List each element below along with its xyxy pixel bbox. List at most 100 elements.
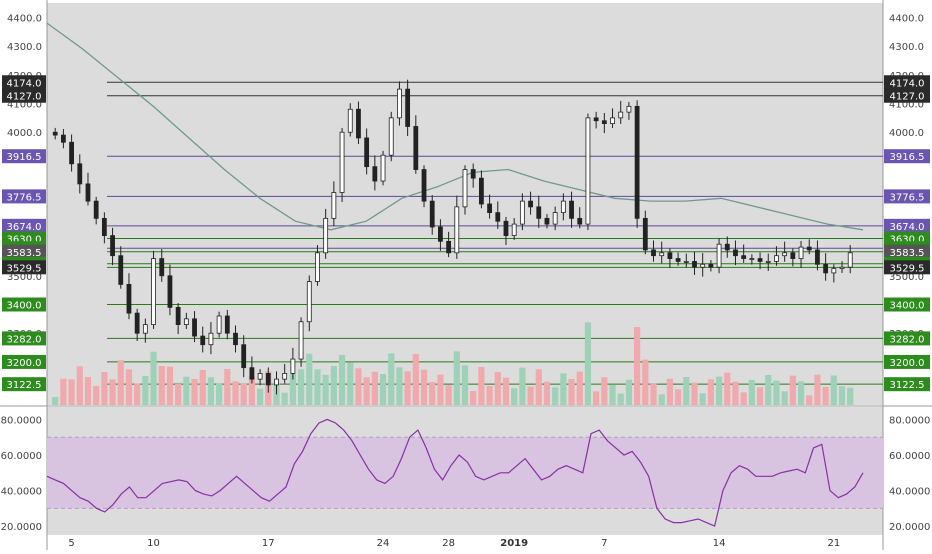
level-badge-right-label: 3916.5	[890, 152, 925, 163]
volume-bar	[519, 367, 526, 405]
candle-body	[175, 306, 181, 326]
volume-bar	[634, 327, 641, 405]
level-badge-left-label: 3200.0	[7, 358, 42, 369]
volume-bar	[429, 382, 436, 405]
candle-body	[372, 166, 378, 182]
candle-body	[60, 134, 66, 143]
candle-body	[823, 263, 829, 274]
volume-bar	[93, 386, 100, 405]
level-badge-left-label: 3776.5	[7, 192, 42, 203]
level-badge-right	[884, 218, 930, 233]
x-tick-label: 10	[147, 538, 160, 549]
volume-bar	[371, 371, 378, 405]
candle-body	[503, 220, 509, 236]
level-badge-right-label: 3776.5	[890, 192, 925, 203]
candle-body	[134, 312, 140, 334]
level-badge-right-label: 4174.0	[890, 78, 925, 89]
level-badge-left-label: 3583.5	[7, 248, 42, 259]
volume-bar	[150, 351, 157, 405]
level-badge-right	[884, 75, 930, 90]
candle-body	[347, 108, 353, 133]
volume-bar	[543, 381, 551, 405]
candle-body	[626, 105, 632, 113]
candle-body	[798, 246, 804, 259]
candle-body	[118, 255, 124, 285]
candle-body	[339, 131, 345, 193]
volume-bar	[789, 375, 796, 405]
price-tick-left: 4400.0	[7, 13, 42, 24]
candle-body	[315, 252, 320, 282]
candle-body	[224, 315, 230, 334]
volume-bar	[109, 379, 116, 405]
candle-body	[651, 249, 656, 257]
level-badge-left	[2, 88, 46, 103]
level-badge-left-label: 3674.0	[7, 222, 42, 233]
volume-bar	[232, 381, 239, 405]
x-tick-label: 5	[68, 538, 74, 549]
volume-bar	[306, 353, 313, 405]
candle-body	[659, 252, 665, 257]
candle-body	[560, 200, 566, 214]
candle-body	[208, 332, 214, 346]
oscillator-tick-left: 80.0000	[1, 415, 42, 426]
volume-bar	[830, 375, 837, 405]
level-badge-left	[2, 75, 46, 90]
candle-body	[159, 258, 165, 277]
candle-body	[192, 318, 197, 337]
volume-bar	[494, 372, 501, 405]
level-badge-right	[884, 331, 930, 346]
volume-bar	[683, 377, 690, 405]
price-tick-left: 4100.0	[7, 100, 42, 111]
candle-body	[397, 88, 402, 119]
volume-bar	[666, 378, 673, 405]
volume-bar	[511, 388, 518, 405]
candle-body	[93, 200, 99, 219]
candle-body	[421, 169, 427, 202]
candle-body	[577, 217, 583, 225]
price-tick-right: 4000.0	[889, 128, 924, 139]
volume-bar	[658, 394, 665, 405]
x-tick-label: 7	[601, 538, 607, 549]
volume-bar	[388, 353, 395, 405]
candle-body	[364, 137, 370, 168]
candle-body	[478, 177, 484, 205]
volume-bar	[404, 371, 411, 405]
candle-body	[593, 117, 599, 122]
candle-body	[569, 200, 574, 219]
volume-bar	[281, 392, 288, 405]
candle-body	[552, 212, 558, 225]
volume-bar	[650, 383, 657, 405]
volume-bar	[560, 373, 567, 405]
candle-body	[757, 258, 763, 262]
level-badge-right-label: 3122.5	[890, 380, 925, 391]
volume-bar	[191, 379, 198, 405]
candle-body	[618, 111, 624, 119]
volume-bar	[699, 393, 706, 405]
volume-bar	[257, 388, 264, 405]
volume-bar	[117, 360, 124, 405]
volume-bar	[52, 397, 59, 405]
candle-body	[306, 281, 312, 323]
volume-bar	[806, 395, 813, 405]
candle-body	[585, 117, 591, 225]
candle-body	[544, 217, 550, 225]
candle-body	[487, 203, 492, 214]
volume-bar	[781, 391, 788, 405]
candle-body	[806, 246, 812, 251]
level-badge-right	[884, 297, 930, 312]
candle-body	[77, 163, 83, 185]
candle-body	[446, 240, 452, 254]
volume-bar	[379, 374, 387, 405]
candle-body	[831, 268, 837, 274]
candle-body	[216, 315, 222, 334]
volume-bar	[216, 383, 223, 405]
candle-body	[167, 275, 173, 308]
level-badge-left	[2, 189, 46, 204]
candle-body	[151, 258, 156, 325]
candle-body	[183, 318, 189, 326]
candle-body	[774, 255, 779, 262]
candle-body	[519, 200, 525, 225]
level-badge-left-label: 4174.0	[7, 78, 42, 89]
candle-body	[388, 117, 394, 156]
